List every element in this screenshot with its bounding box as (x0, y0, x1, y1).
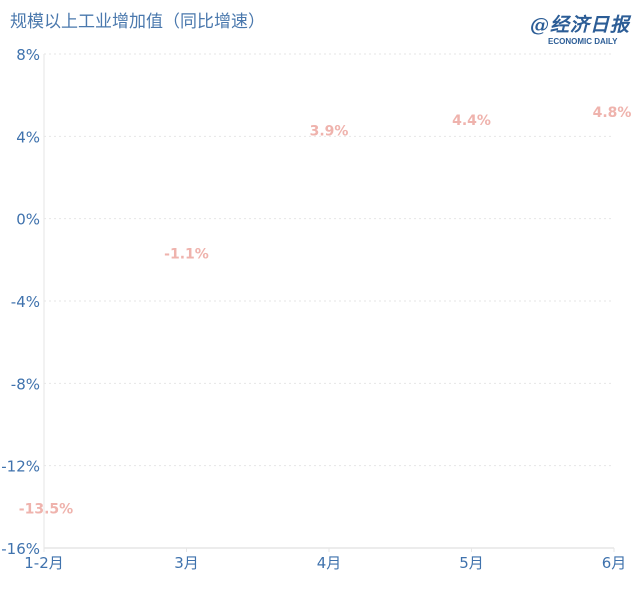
data-label: 4.8% (593, 105, 632, 121)
x-tick-label: 1-2月 (24, 554, 64, 572)
y-tick-label: 0% (16, 211, 40, 229)
y-tick-label: -16% (1, 540, 40, 558)
economic-daily-logo: @经济日报 ECONOMIC DAILY (530, 10, 635, 50)
data-label: 3.9% (310, 123, 349, 139)
x-tick-label: 4月 (317, 554, 342, 572)
data-label: 4.4% (452, 113, 491, 129)
y-tick-label: -12% (1, 458, 40, 476)
x-tick-label: 6月 (602, 554, 627, 572)
x-tick-label: 3月 (174, 554, 199, 572)
data-label: -1.1% (164, 246, 209, 262)
y-tick-label: 4% (16, 128, 40, 146)
y-tick-label: -8% (11, 375, 40, 393)
x-tick-label: 5月 (459, 554, 484, 572)
data-label: -13.5% (19, 502, 73, 518)
chart-title: 规模以上工业增加值（同比增速） (10, 12, 265, 32)
y-tick-label: -4% (11, 293, 40, 311)
logo-en: ECONOMIC DAILY (548, 37, 618, 46)
logo-cn: @经济日报 (530, 14, 631, 36)
y-tick-label: 8% (16, 46, 40, 64)
